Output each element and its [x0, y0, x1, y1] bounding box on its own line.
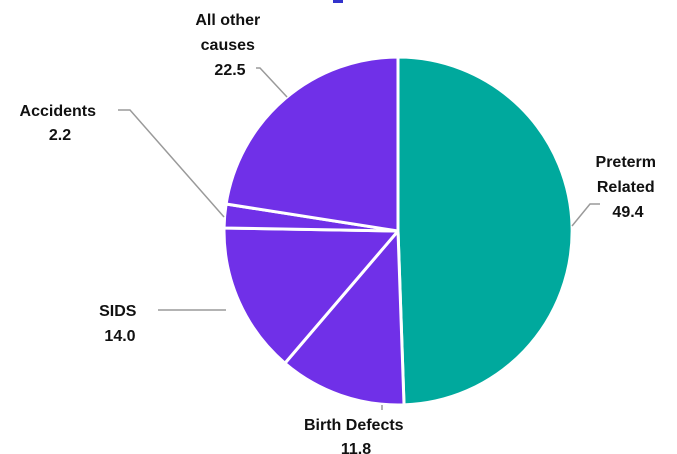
slice-label-preterm-related: Preterm Related 49.4 [596, 154, 661, 221]
pie-slice-sids [222, 226, 400, 365]
pie-slice-birth-defects [283, 229, 406, 407]
slice-label-sids: SIDS 14.0 [99, 303, 141, 345]
pie-slice-all-other-causes [224, 55, 400, 233]
slice-label-all-other-causes: All other causes 22.5 [195, 12, 264, 79]
slice-label-birth-defects: Birth Defects 11.8 [304, 417, 408, 454]
slice-label-accidents: Accidents 2.2 [20, 103, 101, 144]
pie-slice-preterm-related [396, 55, 574, 407]
pie-slices [222, 55, 574, 407]
leader-lines [118, 67, 600, 410]
leader-line-all-other-causes [256, 67, 288, 98]
leader-line-accidents [118, 109, 225, 218]
title-remnant [333, 0, 343, 3]
leader-line-preterm-related [571, 203, 600, 227]
